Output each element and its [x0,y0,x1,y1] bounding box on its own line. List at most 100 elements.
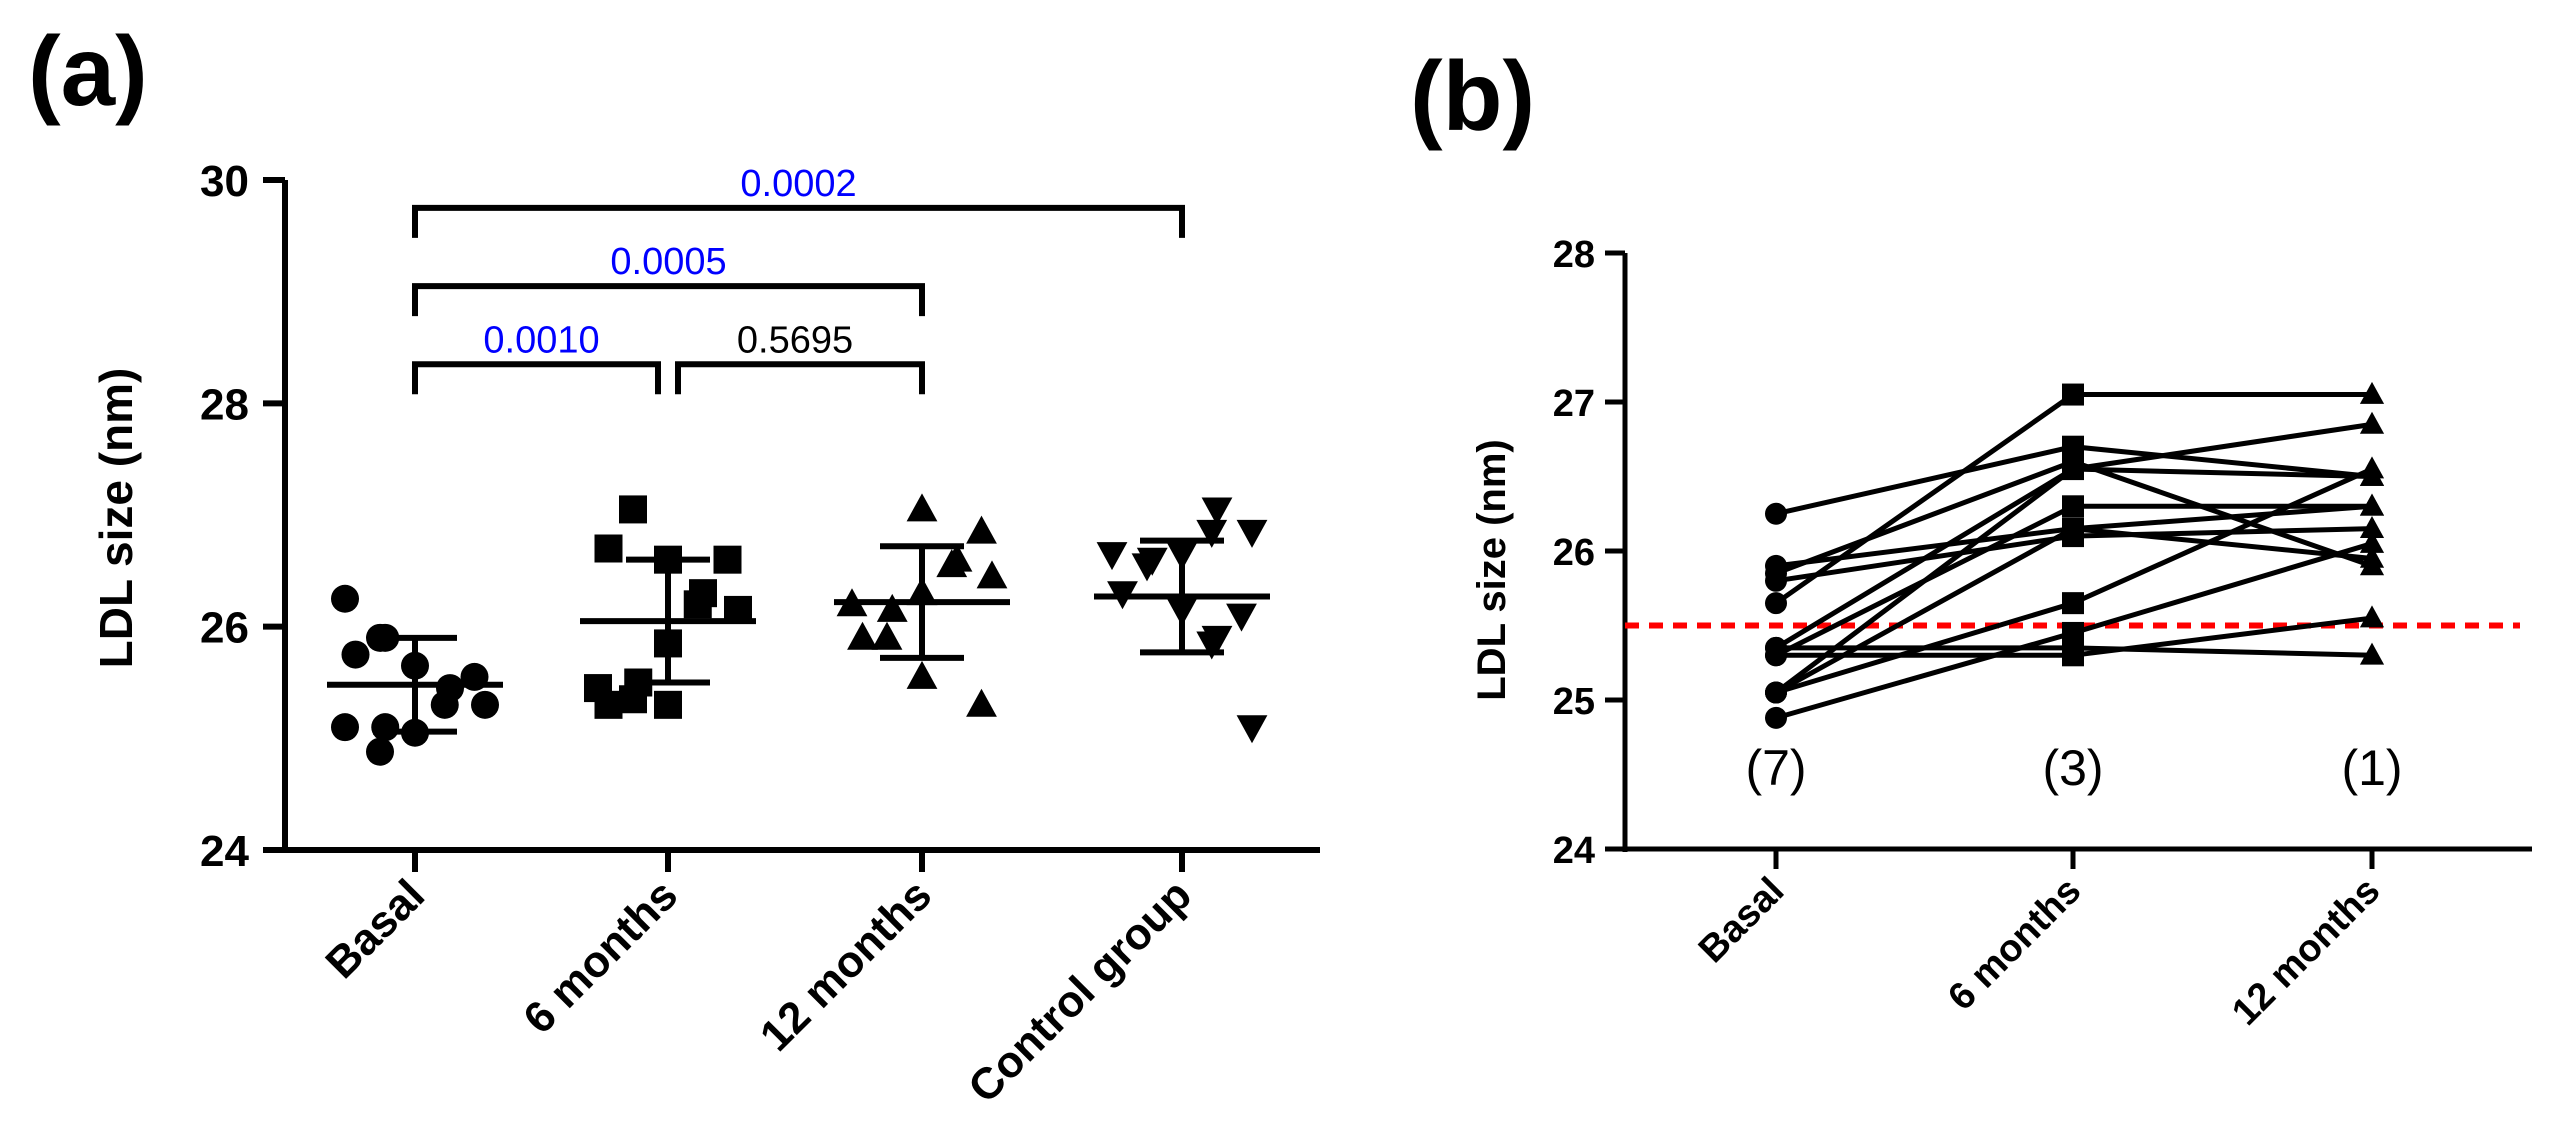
data-point [2062,592,2084,615]
data-point [371,713,400,742]
data-point [366,623,394,652]
panel-a-label: (a) [28,16,148,126]
panel-b-y-tick-label: 28 [1553,234,1595,276]
data-point [906,577,938,606]
panel-a-x-tick-label: Control group [959,870,1201,1112]
data-point [1196,519,1228,548]
panel-b-x-tick-label: Basal [1691,870,1792,971]
data-point [683,590,712,619]
data-point [471,690,499,719]
data-point [2359,605,2385,628]
count-annotation: (1) [2341,740,2402,796]
p-value-label: 0.0010 [483,319,599,361]
panel-b-x-tick-labels: Basal 6 months 12 months [1691,849,2388,1034]
panel-a-y-axis-label: LDL size (nm) [90,368,142,669]
data-point [966,688,997,717]
data-point [2062,383,2084,406]
data-point [460,662,489,691]
data-point [2359,411,2385,434]
panel-b-y-tick-label: 26 [1553,532,1595,574]
panel-a-significance-brackets: 0.0010 0.5695 0.0005 0.0002 [412,163,1185,395]
data-point [341,640,370,669]
data-point [1236,715,1268,744]
data-point [2359,530,2385,553]
data-point [1201,497,1233,526]
data-point [594,534,623,563]
panel-a-y-tick-label: 26 [200,604,249,653]
data-point [906,493,938,522]
data-point [966,515,997,544]
panel-a-axes [282,180,1320,853]
panel-a-y-tick-label: 28 [200,380,249,429]
data-point [1107,581,1138,610]
data-point [2359,493,2385,516]
data-point [847,621,878,650]
data-point [430,690,459,719]
significance-bracket [412,283,925,317]
panel-a-x-tick-labels: Basal 6 months 12 months Control group [316,850,1201,1112]
data-point [936,549,968,578]
data-point [976,560,1008,589]
panel-b-x-tick-label: 12 months [2224,870,2388,1034]
data-point [619,495,647,524]
data-point [2062,458,2084,481]
data-point [654,545,682,574]
panel-a-data-points [331,493,1268,766]
panel-a-x-tick-label: Basal [316,870,434,988]
panel-a-summary-bars [327,537,1270,735]
data-point [2062,621,2084,644]
data-point [2062,517,2084,540]
data-point [1765,681,1787,704]
data-point [594,690,623,719]
data-point [654,690,682,719]
data-point [331,713,359,742]
panel-b-x-tick-label: 6 months [1940,870,2089,1019]
data-point [1765,706,1787,729]
data-point [2359,642,2385,665]
data-point [724,595,752,624]
data-point [2359,516,2385,538]
panel-b-count-annotations: (7) (3) (1) [1745,740,2402,796]
data-point [1226,603,1257,632]
data-point [876,593,908,622]
data-point [1131,553,1163,582]
panel-b-y-ticks: 24 25 26 27 28 [1553,234,1625,872]
panel-a-y-ticks: 24 26 28 30 [200,157,285,876]
data-point [1765,502,1787,525]
data-point [906,660,938,689]
panel-a: (a) LDL size (nm) 24 26 28 30 Basal 6 months… [28,16,1320,1112]
panel-a-x-tick-label: 12 months [751,870,941,1060]
data-point [401,718,429,747]
data-point [2062,495,2084,518]
panel-b-label: (b) [1410,41,1535,151]
data-point [1765,569,1787,592]
count-annotation: (7) [1745,740,1806,796]
data-point [713,545,742,574]
data-point [2062,644,2084,667]
data-point [1765,592,1787,615]
data-point [401,651,429,680]
panel-a-y-tick-label: 30 [200,157,249,206]
significance-bracket [412,361,661,395]
p-value-label: 0.0005 [610,241,726,283]
data-point [871,621,903,650]
count-annotation: (3) [2042,740,2103,796]
data-point [1236,519,1268,548]
panel-a-x-tick-label: 6 months [514,870,687,1043]
data-point [836,588,868,617]
p-value-label: 0.0002 [740,163,856,205]
panel-b-y-tick-label: 25 [1553,681,1595,723]
data-point [2359,456,2385,479]
data-point [1166,598,1198,627]
data-point [2359,553,2385,576]
data-point [619,685,647,714]
panel-b: (b) LDL size (nm) 24 25 26 27 28 Basal 6 mont… [1410,41,2532,1034]
data-point [2359,381,2385,404]
significance-bracket [412,204,1185,238]
panel-b-y-axis-label: LDL size (nm) [1470,439,1514,701]
p-value-label: 0.5695 [737,319,853,361]
data-point [1765,644,1787,667]
data-point [331,584,359,613]
data-point [366,737,394,766]
